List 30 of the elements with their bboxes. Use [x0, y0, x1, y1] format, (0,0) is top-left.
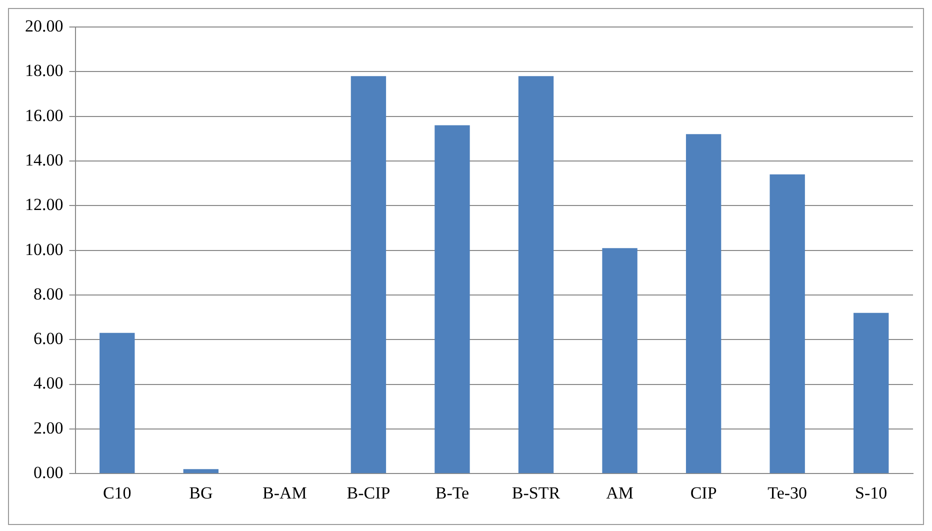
x-tick-label: B-Te	[435, 483, 470, 502]
x-tick-label: S-10	[855, 483, 888, 502]
y-tick-label: 16.00	[25, 106, 64, 125]
x-tick-label: BG	[189, 483, 213, 502]
y-tick-label: 18.00	[25, 61, 64, 80]
y-tick-label: 12.00	[25, 195, 64, 214]
bar	[100, 332, 135, 474]
y-tick-label: 6.00	[34, 329, 64, 348]
y-tick-label: 2.00	[34, 418, 64, 438]
bar	[686, 134, 722, 474]
bar	[770, 174, 805, 474]
x-tick-label: AM	[606, 483, 634, 502]
y-tick-label: 0.00	[34, 463, 64, 482]
bar	[518, 76, 554, 474]
x-tick-label: B-STR	[512, 483, 561, 502]
y-tick-label: 14.00	[25, 150, 64, 170]
bar	[854, 312, 889, 474]
bar	[434, 125, 470, 474]
bar	[602, 248, 638, 474]
x-tick-label: B-AM	[262, 483, 307, 502]
bar	[350, 76, 386, 474]
x-tick-label: Te-30	[768, 483, 808, 502]
y-tick-label: 4.00	[34, 374, 64, 393]
x-tick-label: B-CIP	[346, 483, 390, 502]
y-tick-label: 10.00	[25, 240, 64, 259]
y-tick-label: 8.00	[34, 284, 64, 304]
bar	[183, 469, 219, 474]
x-tick-label: C10	[102, 483, 132, 502]
x-tick-label: CIP	[690, 483, 717, 502]
y-tick-label: 20.00	[25, 16, 64, 36]
